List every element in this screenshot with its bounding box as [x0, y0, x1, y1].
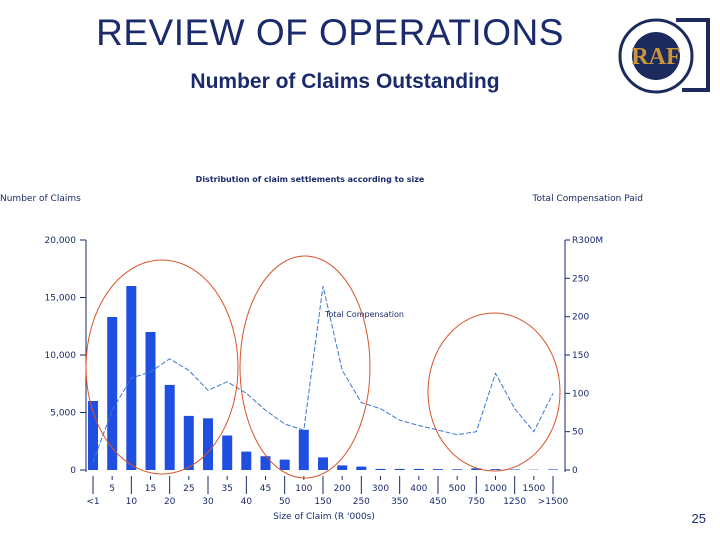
right-tick-label-5: 50 — [572, 428, 584, 438]
page-number: 25 — [691, 511, 706, 526]
right-tick-label-0: R300M — [572, 236, 603, 246]
bar-14 — [356, 466, 367, 470]
bar-12 — [318, 457, 328, 470]
x-tick-label-top-1: 15 — [145, 484, 156, 494]
bar-17 — [413, 468, 424, 470]
bar-21 — [490, 469, 501, 470]
x-tick-label-bottom-11: 1250 — [503, 497, 526, 507]
bar-10 — [279, 459, 290, 470]
x-tick-label-bottom-7: 250 — [353, 497, 370, 507]
logo-text: RAF — [631, 44, 680, 70]
x-tick-label-bottom-4: 40 — [241, 497, 253, 507]
bar-20 — [471, 468, 482, 470]
left-tick-label-3: 5,000 — [50, 409, 76, 419]
bar-18 — [433, 469, 443, 470]
x-tick-labels: 5 15 25 35 45 100 200 300 400 500 1000 1500 <1 10 20 30… — [86, 476, 568, 507]
x-tick-label-top-7: 300 — [372, 484, 389, 494]
bar-5 — [183, 415, 194, 470]
x-tick-label-top-3: 35 — [221, 484, 232, 494]
bar-9 — [260, 456, 271, 470]
bar-24 — [548, 469, 558, 470]
x-tick-label-bottom-3: 30 — [202, 497, 214, 507]
bar-13 — [337, 465, 348, 470]
right-tick-label-2: 200 — [572, 313, 589, 323]
x-tick-label-bottom-1: 10 — [126, 497, 138, 507]
highlight-ellipse-large-claims — [427, 312, 561, 472]
bar-8 — [241, 451, 252, 470]
bar-15 — [375, 468, 386, 470]
x-tick-label-bottom-8: 350 — [391, 497, 408, 507]
chart-title: Distribution of claim settlements accord… — [196, 175, 425, 184]
x-tick-label-top-10: 1000 — [484, 484, 507, 494]
x-tick-label-top-11: 1500 — [522, 484, 545, 494]
x-tick-label-top-2: 25 — [183, 484, 194, 494]
bar-4 — [164, 384, 175, 470]
x-tick-label-top-0: 5 — [109, 484, 115, 494]
y2-axis-label: Total Compensation Paid — [532, 194, 643, 204]
bar-1 — [107, 317, 118, 470]
x-tick-label-bottom-2: 20 — [164, 497, 176, 507]
logo-frame — [676, 18, 710, 92]
compensation-line — [92, 285, 554, 463]
left-tick-label-1: 15,000 — [45, 294, 77, 304]
x-axis-label: Size of Claim (R '000s) — [273, 512, 375, 522]
x-tick-label-bottom-6: 150 — [314, 497, 331, 507]
x-tick-label-bottom-10: 750 — [468, 497, 485, 507]
x-tick-label-bottom-5: 50 — [279, 497, 291, 507]
x-tick-label-top-9: 500 — [449, 484, 466, 494]
bar-16 — [394, 468, 405, 470]
right-tick-label-1: 250 — [572, 274, 589, 284]
logo-core — [632, 32, 680, 80]
x-tick-label-top-4: 45 — [260, 484, 271, 494]
left-tick-label-0: 20,000 — [45, 236, 77, 246]
x-tick-label-bottom-9: 450 — [429, 497, 446, 507]
highlight-ellipses — [85, 255, 561, 479]
right-tick-label-3: 150 — [572, 351, 589, 361]
highlight-ellipse-mid-claims — [239, 255, 371, 479]
x-tick-label-top-8: 400 — [410, 484, 427, 494]
bar-0 — [88, 401, 98, 470]
line-series-annotation: Total Compensation — [324, 310, 404, 319]
x-tick-label-bottom-12: >1500 — [538, 497, 569, 507]
bar-19 — [452, 469, 463, 470]
slide-title: REVIEW OF OPERATIONS — [96, 12, 564, 53]
left-tick-label-2: 10,000 — [45, 351, 77, 361]
bar-6 — [203, 418, 213, 471]
x-tick-label-bottom-0: <1 — [86, 497, 99, 507]
bar-3 — [145, 332, 156, 470]
bar-7 — [222, 435, 233, 470]
right-tick-label-4: 100 — [572, 389, 589, 399]
bar-22 — [509, 469, 520, 470]
left-tick-labels: 20,000 15,000 10,000 5,000 0 — [45, 236, 86, 476]
bar-11 — [298, 429, 309, 471]
right-tick-labels: R300M 250 200 150 100 50 0 — [565, 236, 603, 476]
claims-chart: Distribution of claim settlements accord… — [0, 175, 643, 522]
y-axis-label: Number of Claims — [0, 194, 81, 204]
x-tick-label-top-5: 100 — [295, 484, 312, 494]
line-series — [92, 285, 554, 463]
raf-logo: RAF — [618, 18, 710, 94]
left-tick-label-4: 0 — [70, 466, 76, 476]
highlight-ellipse-small-claims — [85, 259, 239, 475]
x-tick-label-top-6: 200 — [334, 484, 351, 494]
slide-subtitle: Number of Claims Outstanding — [190, 70, 500, 93]
right-tick-label-6: 0 — [572, 466, 578, 476]
